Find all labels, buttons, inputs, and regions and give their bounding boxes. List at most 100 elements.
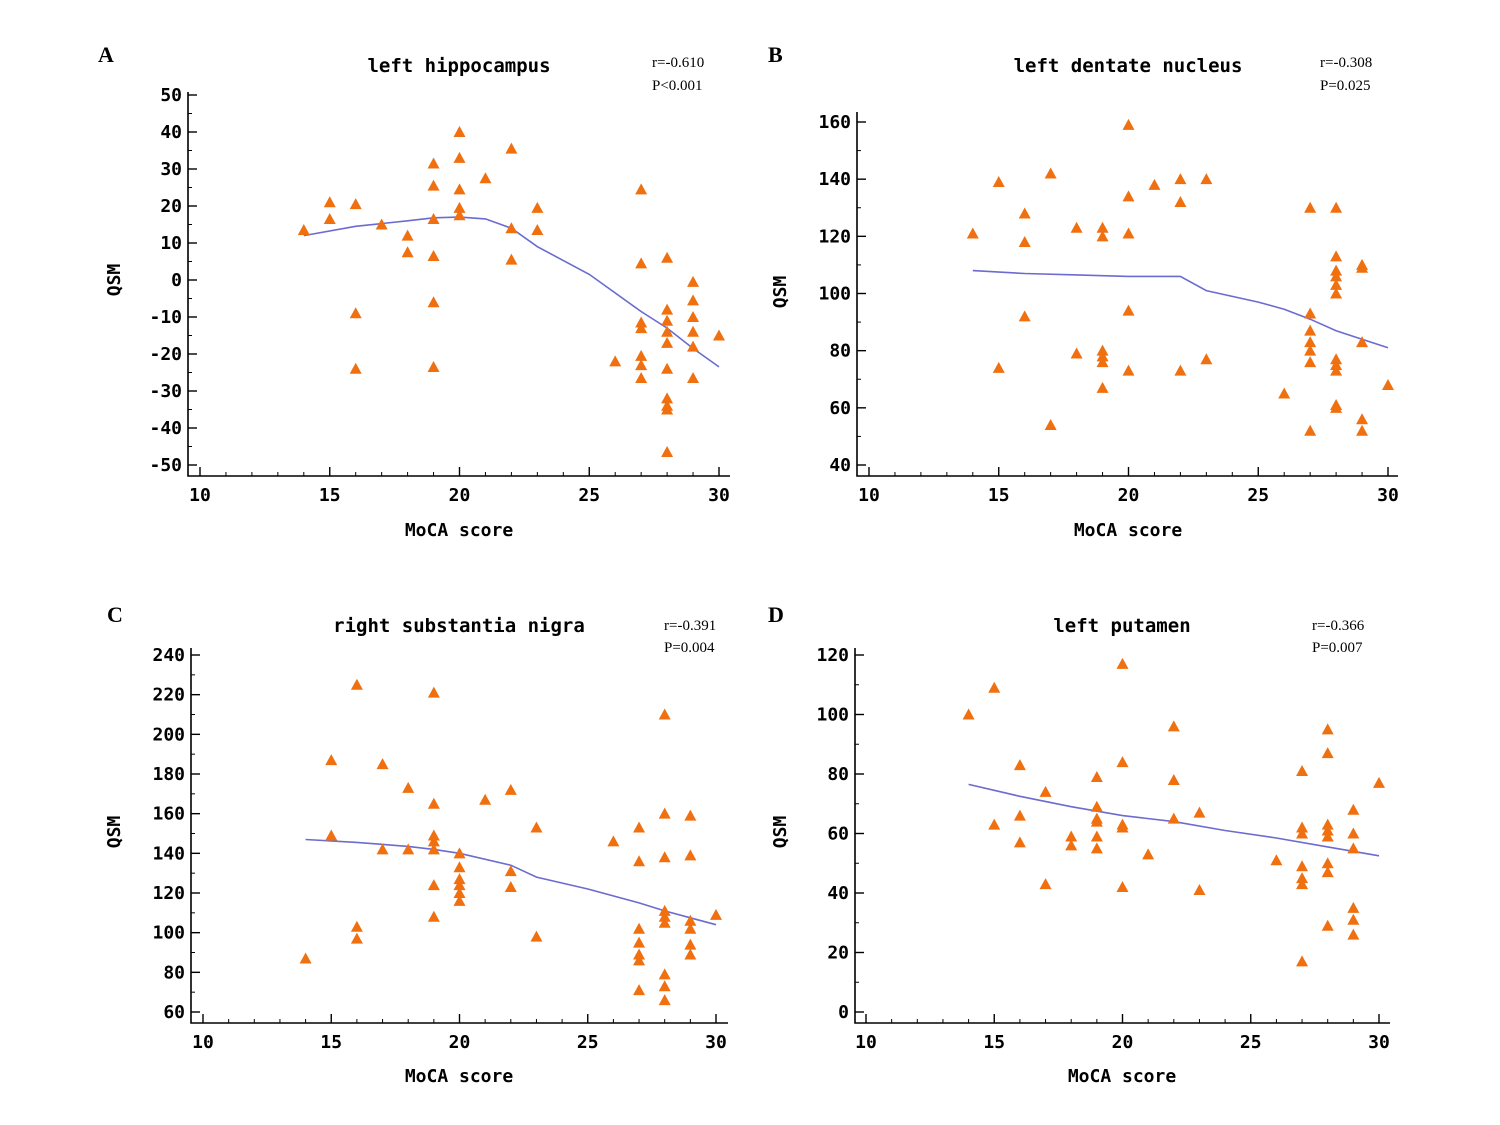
data-point	[376, 843, 389, 855]
data-point	[684, 938, 697, 950]
y-tick-label: 20	[160, 196, 182, 217]
data-point	[427, 879, 440, 891]
data-point	[684, 914, 697, 926]
data-point	[1090, 770, 1103, 782]
y-tick-label: 100	[152, 923, 185, 944]
data-point	[635, 372, 648, 384]
data-point	[1174, 364, 1187, 376]
x-tick-label: 30	[708, 485, 730, 506]
data-point	[1200, 173, 1213, 185]
data-point	[1304, 307, 1317, 319]
data-point	[323, 212, 336, 224]
data-point	[297, 224, 310, 236]
x-tick-label: 30	[705, 1032, 727, 1053]
data-point	[1174, 173, 1187, 185]
data-point	[453, 183, 466, 195]
data-point	[1304, 336, 1317, 348]
data-point	[531, 201, 544, 213]
data-point	[710, 908, 722, 920]
data-point	[635, 316, 648, 328]
data-point	[1321, 919, 1334, 931]
p-value: P=0.007	[1312, 640, 1363, 656]
data-point	[1356, 413, 1369, 425]
y-tick-label: -50	[149, 455, 182, 476]
y-tick-label: 160	[818, 112, 851, 133]
y-tick-label: 180	[152, 764, 185, 785]
y-tick-label: 60	[829, 398, 851, 419]
data-point	[1122, 304, 1135, 316]
data-point	[1356, 336, 1369, 348]
data-point	[479, 793, 492, 805]
data-point	[401, 246, 414, 258]
chart-title: right substantia nigra	[333, 615, 585, 637]
data-point	[505, 253, 518, 265]
data-point	[530, 821, 543, 833]
p-value: P<0.001	[652, 78, 703, 94]
x-tick-label: 20	[1112, 1032, 1134, 1053]
data-point	[1321, 747, 1334, 759]
data-point	[687, 275, 700, 287]
data-point	[299, 952, 312, 964]
data-point	[375, 218, 388, 230]
data-point	[658, 994, 671, 1006]
data-point	[1174, 196, 1187, 208]
axes-frame	[187, 92, 730, 477]
panel-d: D left putamen r=-0.366 P=0.007 MoCA sco…	[768, 602, 1390, 1087]
y-tick-label: 40	[160, 122, 182, 143]
data-points	[297, 126, 725, 458]
data-point	[1065, 839, 1078, 851]
data-points	[299, 678, 722, 1006]
data-point	[453, 894, 466, 906]
data-point	[530, 930, 543, 942]
data-point	[1296, 827, 1309, 839]
data-point	[402, 781, 415, 793]
data-point	[1122, 118, 1135, 130]
y-tick-label: 60	[827, 824, 849, 845]
x-axis-ticks: 10 15 20 25 30	[192, 1014, 727, 1053]
data-point	[1304, 324, 1317, 336]
x-tick-label: 20	[449, 1032, 471, 1053]
data-point	[635, 359, 648, 371]
data-point	[453, 201, 466, 213]
panel-letter: C	[107, 602, 123, 627]
data-point	[1193, 884, 1206, 896]
data-point	[1116, 657, 1129, 669]
data-point	[504, 881, 517, 893]
data-point	[1065, 830, 1078, 842]
data-point	[350, 932, 363, 944]
data-point	[453, 873, 466, 885]
data-point	[609, 355, 622, 367]
x-tick-label: 25	[577, 1032, 599, 1053]
y-tick-label: 40	[829, 455, 851, 476]
x-axis-ticks: 10 15 20 25 30	[189, 467, 730, 506]
data-point	[453, 861, 466, 873]
data-point	[453, 879, 466, 891]
data-point	[1096, 350, 1109, 362]
y-tick-label: 240	[152, 645, 185, 666]
data-point	[325, 754, 338, 766]
data-point	[1330, 353, 1343, 365]
data-point	[1296, 765, 1309, 777]
data-point	[687, 311, 700, 322]
data-point	[531, 224, 544, 236]
y-axis-ticks: 120 100 80 60 40 20 0	[816, 645, 864, 1023]
data-points	[966, 118, 1394, 436]
r-value: r=-0.391	[664, 618, 716, 634]
data-point	[658, 980, 671, 992]
data-point	[323, 196, 336, 208]
y-axis-ticks: 240 220 200 180 160 140 120 100 80 60	[152, 645, 200, 1023]
data-point	[988, 818, 1001, 830]
y-tick-label: 20	[827, 943, 849, 964]
data-point	[966, 227, 979, 239]
data-point	[1347, 803, 1360, 815]
data-point	[661, 392, 674, 404]
x-tick-label: 20	[1118, 485, 1140, 506]
data-point	[687, 340, 700, 352]
chart-title: left putamen	[1053, 615, 1190, 637]
data-point	[1039, 785, 1052, 797]
data-point	[1356, 424, 1369, 436]
data-point	[635, 322, 648, 334]
y-axis-label: QSM	[104, 264, 125, 297]
data-point	[661, 251, 674, 263]
